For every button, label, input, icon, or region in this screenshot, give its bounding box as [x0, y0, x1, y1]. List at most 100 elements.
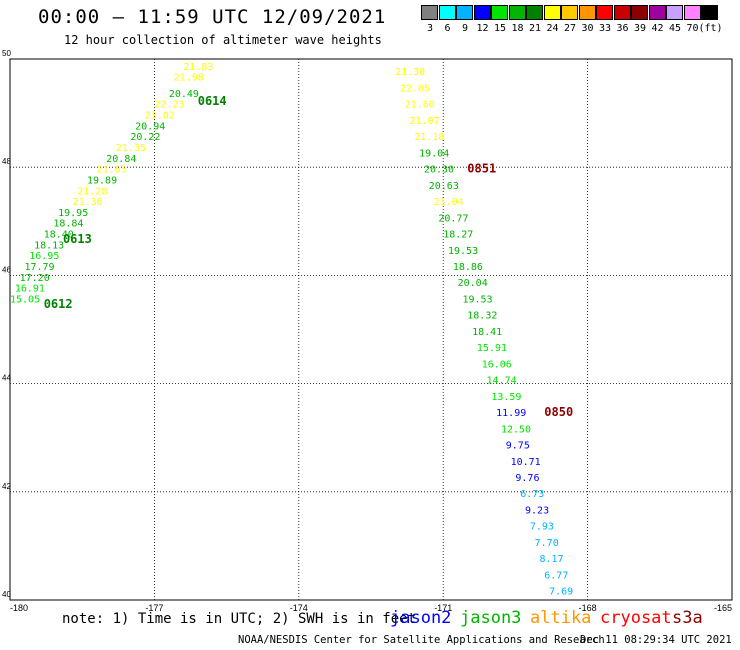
- wave-height-value: 11.99: [496, 408, 526, 419]
- pass-time-label: 0612: [44, 297, 73, 311]
- satellite-name: cryosat: [600, 608, 672, 628]
- color-scale-label: 24: [546, 23, 559, 34]
- y-tick-label: 40: [2, 590, 11, 599]
- wave-height-value: 7.93: [530, 522, 554, 533]
- wave-height-value: 23.02: [145, 111, 175, 122]
- wave-height-value: 20.49: [169, 89, 199, 100]
- color-scale-label: 30: [581, 23, 594, 34]
- color-swatch: [526, 5, 543, 20]
- wave-height-value: 18.32: [467, 311, 497, 322]
- pass-time-label: 0614: [198, 94, 227, 108]
- wave-height-value: 10.71: [511, 457, 541, 468]
- wave-height-value: 21.28: [77, 186, 107, 197]
- color-scale-label: 6: [444, 23, 451, 34]
- color-swatch: [613, 5, 631, 20]
- unit-label: (ft): [698, 23, 723, 34]
- color-swatch: [508, 5, 526, 20]
- wave-height-value: 20.22: [130, 132, 160, 143]
- wave-height-value: 19.04: [419, 148, 449, 159]
- color-swatch: [438, 5, 456, 20]
- color-scale-label: 33: [598, 23, 612, 34]
- pass-time-label: 0851: [467, 162, 496, 176]
- x-tick-label: -168: [579, 603, 597, 613]
- credit-text: NOAA/NESDIS Center for Satellite Applica…: [238, 634, 605, 646]
- color-scale-label: 45: [668, 23, 682, 34]
- wave-height-value: 9.76: [515, 473, 539, 484]
- pass-time-label: 0613: [63, 232, 92, 246]
- satellite-name: jason2: [390, 608, 452, 628]
- wave-height-value: 15.05: [10, 294, 40, 305]
- color-scale-label: 27: [563, 23, 577, 34]
- wave-height-value: 22.23: [154, 100, 184, 111]
- wave-height-value: 21.98: [174, 73, 204, 84]
- wave-height-value: 8.17: [539, 554, 563, 565]
- wave-height-value: 16.95: [29, 251, 59, 262]
- color-swatch: [683, 5, 701, 20]
- color-swatch: [421, 5, 438, 20]
- satellite-name: s3a: [672, 608, 703, 628]
- x-tick-label: -171: [434, 603, 452, 613]
- wave-height-value: 15.91: [477, 343, 507, 354]
- pass-time-label: 0850: [544, 405, 573, 419]
- wave-height-value: 21.63: [97, 165, 127, 176]
- wave-height-value: 20.30: [424, 165, 454, 176]
- page-subtitle: 12 hour collection of altimeter wave hei…: [64, 33, 382, 47]
- wave-height-value: 19.53: [448, 246, 478, 257]
- wave-height-value: 21.18: [414, 132, 444, 143]
- color-scale-label: 42: [651, 23, 664, 34]
- wave-height-value: 19.95: [58, 208, 88, 219]
- color-scale-label: 70: [686, 23, 699, 34]
- color-swatch: [701, 5, 718, 20]
- wave-height-value: 21.35: [116, 143, 146, 154]
- wave-height-value: 18.86: [453, 262, 483, 273]
- wave-height-value: 13.59: [491, 392, 521, 403]
- wave-height-value: 9.23: [525, 505, 549, 516]
- y-tick-label: 46: [2, 265, 11, 274]
- wave-height-value: 21.60: [405, 100, 435, 111]
- wave-height-value: 18.40: [44, 230, 74, 241]
- wave-height-value: 21.30: [395, 67, 425, 78]
- wave-height-value: 7.69: [549, 587, 573, 598]
- color-scale-label: 18: [511, 23, 524, 34]
- color-scale-label: 15: [493, 23, 507, 34]
- wave-height-value: 20.63: [429, 181, 459, 192]
- wave-height-value: 14.74: [487, 376, 517, 387]
- wave-height-value: 12.50: [501, 424, 531, 435]
- wave-height-value: 18.27: [443, 230, 473, 241]
- wave-height-value: 21.07: [410, 116, 440, 127]
- wave-height-value: 17.79: [24, 262, 54, 273]
- y-tick-label: 50: [2, 49, 11, 58]
- wave-height-value: 18.41: [472, 327, 502, 338]
- wave-height-value: 20.84: [106, 154, 136, 165]
- wave-height-value: 18.13: [34, 240, 64, 251]
- wave-height-value: 21.04: [434, 197, 464, 208]
- color-swatch: [456, 5, 473, 20]
- x-tick-label: -174: [290, 603, 308, 613]
- units-note: note: 1) Time is in UTC; 2) SWH is in fe…: [62, 611, 417, 627]
- wave-height-value: 6.73: [520, 489, 544, 500]
- color-swatch: [648, 5, 666, 20]
- y-tick-label: 44: [2, 374, 11, 383]
- color-scale-label: 9: [461, 23, 469, 34]
- color-scale-label: 36: [616, 23, 629, 34]
- x-tick-label: -177: [145, 603, 163, 613]
- wave-height-value: 7.70: [535, 538, 559, 549]
- wave-height-value: 16.06: [482, 359, 512, 370]
- wave-height-value: 20.77: [438, 213, 468, 224]
- page-title: 00:00 – 11:59 UTC 12/09/2021: [38, 6, 387, 28]
- y-tick-label: 42: [2, 482, 11, 491]
- wave-height-value: 20.04: [458, 278, 488, 289]
- wave-height-value: 6.77: [544, 570, 568, 581]
- x-tick-label: -180: [10, 603, 28, 613]
- satellite-name: altika: [530, 608, 592, 628]
- color-swatch: [578, 5, 596, 20]
- color-swatch: [543, 5, 561, 20]
- color-scale-label: 12: [476, 23, 489, 34]
- color-scale-label: 21: [528, 23, 542, 34]
- y-tick-label: 48: [2, 157, 11, 166]
- wave-height-value: 20.94: [135, 121, 165, 132]
- x-tick-label: -165: [714, 603, 732, 613]
- wave-height-value: 21.83: [183, 62, 213, 73]
- wave-height-value: 21.36: [73, 197, 103, 208]
